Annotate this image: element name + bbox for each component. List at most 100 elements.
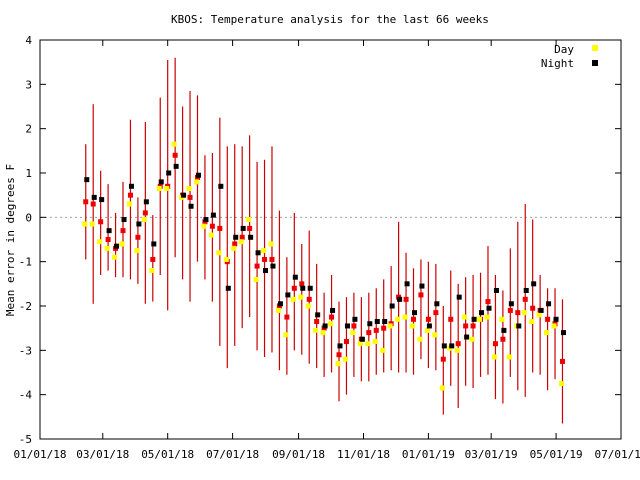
y-tick-label: 4 xyxy=(25,34,32,47)
y-tick-label: -1 xyxy=(19,256,32,269)
mean-point xyxy=(403,296,409,302)
night-point xyxy=(337,343,343,349)
day-point xyxy=(283,332,289,338)
day-point xyxy=(82,221,88,227)
night-point xyxy=(263,268,269,274)
mean-point xyxy=(262,256,268,262)
night-point xyxy=(114,243,120,249)
mean-point xyxy=(172,152,178,158)
night-point xyxy=(277,301,283,307)
day-point xyxy=(268,241,274,247)
day-point xyxy=(350,330,356,336)
night-point xyxy=(322,323,328,329)
mean-point xyxy=(336,352,342,358)
day-point xyxy=(558,381,564,387)
mean-point xyxy=(247,225,253,231)
day-point xyxy=(156,186,162,192)
day-point xyxy=(201,223,207,229)
y-tick-label: 2 xyxy=(25,123,32,136)
day-point xyxy=(253,276,259,282)
mean-point xyxy=(254,263,260,269)
mean-point xyxy=(291,285,297,291)
y-tick-label: -4 xyxy=(19,389,33,402)
day-point xyxy=(387,323,393,329)
night-point xyxy=(188,203,194,209)
point-layer xyxy=(82,141,566,391)
night-point xyxy=(218,183,224,189)
day-point xyxy=(104,245,110,251)
night-point xyxy=(434,301,440,307)
night-point xyxy=(553,316,559,322)
y-tick-label: 1 xyxy=(25,167,32,180)
night-point xyxy=(143,199,149,205)
mean-point xyxy=(373,327,379,333)
day-point xyxy=(551,323,557,329)
day-point xyxy=(432,332,438,338)
mean-point xyxy=(463,323,469,329)
day-point xyxy=(506,354,512,360)
night-point xyxy=(374,319,380,325)
day-point xyxy=(395,316,401,322)
mean-point xyxy=(559,358,565,364)
night-point xyxy=(382,319,388,325)
day-point xyxy=(112,254,118,260)
mean-point xyxy=(98,219,104,225)
night-point xyxy=(464,334,470,340)
mean-point xyxy=(440,356,446,362)
night-point xyxy=(523,287,529,293)
day-point xyxy=(402,314,408,320)
day-point xyxy=(298,294,304,300)
day-point xyxy=(410,323,415,329)
night-point xyxy=(456,294,462,300)
mean-point xyxy=(232,241,238,247)
night-point xyxy=(315,312,321,318)
mean-point xyxy=(187,194,193,200)
mean-point xyxy=(515,310,521,316)
night-point xyxy=(344,323,350,329)
day-point xyxy=(89,221,95,227)
night-point xyxy=(158,179,164,185)
night-point xyxy=(508,301,514,307)
mean-point xyxy=(142,210,148,216)
night-point xyxy=(412,310,417,316)
mean-point xyxy=(217,225,223,231)
mean-point xyxy=(381,325,387,331)
night-point xyxy=(300,285,306,291)
night-point xyxy=(493,287,499,293)
night-point xyxy=(367,321,373,327)
night-point xyxy=(91,194,97,200)
x-tick-label: 03/01/19 xyxy=(465,448,518,461)
day-point xyxy=(365,341,371,347)
night-point xyxy=(531,281,537,287)
day-point xyxy=(372,338,378,344)
legend: Day Night xyxy=(541,43,598,70)
mean-point xyxy=(366,330,372,336)
day-point xyxy=(342,356,348,362)
day-point xyxy=(97,239,103,245)
night-point xyxy=(441,343,447,349)
y-tick-label: -2 xyxy=(19,300,32,313)
night-point xyxy=(538,307,544,313)
day-point xyxy=(119,241,125,247)
x-tick-label: 11/01/18 xyxy=(337,448,390,461)
mean-point xyxy=(418,292,424,298)
day-point xyxy=(290,296,296,302)
night-point xyxy=(389,303,395,309)
mean-point xyxy=(448,316,454,322)
night-point xyxy=(352,316,358,322)
y-tick-label: 3 xyxy=(25,78,32,91)
day-point xyxy=(380,347,386,353)
mean-point xyxy=(351,323,357,329)
night-point xyxy=(233,234,239,240)
x-tick-label: 09/01/18 xyxy=(272,448,325,461)
x-tick-label: 01/01/19 xyxy=(402,448,455,461)
axes-layer: 4 3 2 1 0 -1 -2 -3 -4 -5 01/01/18 03/01/18 05/01/18 0… xyxy=(14,34,640,461)
mean-point xyxy=(343,338,349,344)
mean-point xyxy=(314,319,320,325)
mean-point xyxy=(411,316,416,322)
night-point xyxy=(106,228,112,234)
day-point xyxy=(208,232,214,238)
night-point xyxy=(270,263,276,269)
mean-point xyxy=(433,310,439,316)
x-tick-label: 05/01/18 xyxy=(141,448,194,461)
